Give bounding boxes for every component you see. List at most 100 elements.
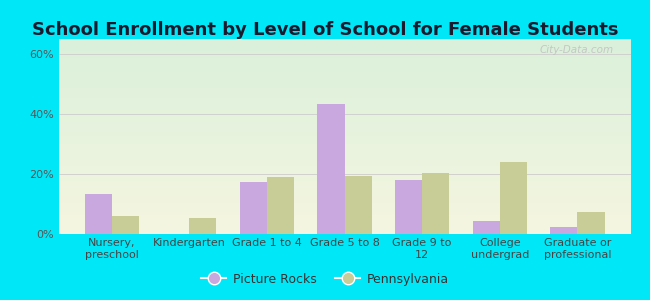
Bar [58,181,630,183]
Bar [84,194,112,234]
Bar [58,162,630,164]
Bar [58,127,630,129]
Bar [58,224,630,226]
Bar [58,212,630,214]
Bar [58,168,630,170]
Bar [58,123,630,125]
Bar [58,230,630,232]
Bar [58,56,630,58]
Bar [58,113,630,115]
Bar [58,109,630,111]
Bar [58,66,630,68]
Bar [58,76,630,78]
Bar [58,218,630,220]
Bar [58,142,630,144]
Bar [58,173,630,175]
Text: School Enrollment by Level of School for Female Students: School Enrollment by Level of School for… [32,21,618,39]
Bar [317,103,344,234]
Bar [58,199,630,201]
Text: City-Data.com: City-Data.com [540,45,614,55]
Bar [58,160,630,162]
Bar [58,172,630,173]
Bar [58,39,630,41]
Bar [58,136,630,138]
Bar [58,205,630,207]
Bar [58,166,630,168]
Bar [58,88,630,90]
Bar [58,150,630,152]
Bar [473,220,500,234]
Bar [58,183,630,185]
Bar [58,217,630,218]
Bar [58,191,630,193]
Bar [58,131,630,133]
Bar [577,212,605,234]
Bar [58,209,630,211]
Bar [58,74,630,76]
Bar [58,49,630,51]
Bar [58,90,630,92]
Bar [58,158,630,160]
Bar [58,154,630,156]
Legend: Picture Rocks, Pennsylvania: Picture Rocks, Pennsylvania [196,268,454,291]
Bar [58,68,630,70]
Bar [58,148,630,150]
Bar [58,98,630,100]
Bar [58,220,630,222]
Bar [240,182,267,234]
Bar [58,103,630,105]
Bar [58,134,630,136]
Bar [58,176,630,177]
Bar [58,164,630,166]
Bar [58,111,630,113]
Bar [58,43,630,45]
Bar [58,140,630,142]
Bar [344,176,372,234]
Bar [58,72,630,74]
Bar [58,214,630,217]
Bar [58,60,630,62]
Bar [58,179,630,181]
Bar [58,203,630,205]
Bar [58,47,630,49]
Bar [58,189,630,191]
Bar [58,84,630,86]
Bar [58,107,630,109]
Bar [58,201,630,203]
Bar [58,211,630,212]
Bar [58,133,630,134]
Bar [58,100,630,101]
Bar [58,139,630,140]
Bar [58,101,630,103]
Bar [58,226,630,228]
Bar [267,177,294,234]
Bar [58,228,630,230]
Bar [58,119,630,121]
Bar [58,117,630,119]
Bar [550,226,577,234]
Bar [422,172,449,234]
Bar [58,144,630,146]
Bar [58,45,630,47]
Bar [58,62,630,64]
Bar [58,95,630,98]
Bar [58,187,630,189]
Bar [58,78,630,80]
Bar [58,195,630,197]
Bar [58,207,630,209]
Bar [58,156,630,158]
Bar [58,53,630,55]
Bar [189,218,216,234]
Bar [58,185,630,187]
Bar [58,129,630,130]
Bar [58,64,630,66]
Bar [58,92,630,94]
Bar [395,180,422,234]
Bar [58,94,630,95]
Bar [58,125,630,127]
Bar [58,41,630,43]
Bar [58,82,630,84]
Bar [58,177,630,179]
Bar [58,58,630,60]
Bar [58,152,630,154]
